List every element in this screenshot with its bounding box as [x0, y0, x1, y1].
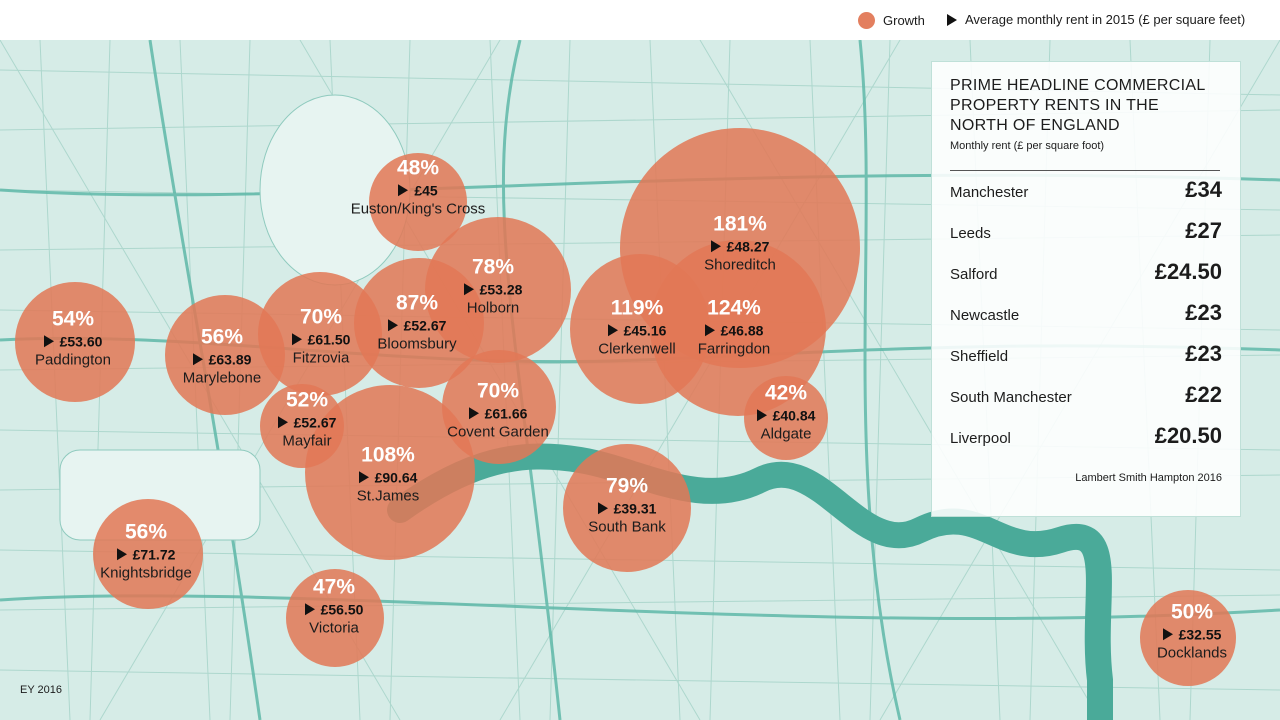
rent-row: Newcastle £23 — [950, 300, 1222, 341]
city-name: South Manchester — [950, 389, 1072, 406]
bubble-st-james — [305, 385, 475, 560]
city-rent: £34 — [1185, 177, 1222, 202]
rent-row: Manchester £34 — [950, 177, 1222, 218]
bubble-south-bank — [563, 444, 691, 572]
panel-subtitle: Monthly rent (£ per square foot) — [950, 140, 1105, 152]
city-name: Manchester — [950, 184, 1029, 201]
bubble-holborn — [425, 217, 571, 363]
legend-growth: Growth — [858, 12, 925, 29]
legend-rent-label: Average monthly rent in 2015 (£ per squa… — [965, 12, 1246, 27]
panel-source: Lambert Smith Hampton 2016 — [1075, 472, 1222, 484]
city-name: Sheffield — [950, 348, 1009, 365]
rent-row: South Manchester £22 — [950, 382, 1222, 423]
city-rent: £24.50 — [1154, 259, 1222, 284]
legend-bar: Growth Average monthly rent in 2015 (£ p… — [0, 0, 1280, 40]
city-name: Leeds — [950, 225, 991, 242]
legend-growth-label: Growth — [883, 13, 925, 28]
city-rent: £23 — [1185, 300, 1222, 325]
bubble-paddington — [15, 282, 135, 402]
rent-row: Salford £24.50 — [950, 259, 1222, 300]
city-name: Newcastle — [950, 307, 1020, 324]
city-rent: £22 — [1185, 382, 1222, 407]
rent-triangle-icon — [947, 13, 957, 26]
city-rent: £23 — [1185, 341, 1222, 366]
panel-divider — [950, 170, 1220, 171]
bubble-aldgate — [744, 376, 828, 460]
city-name: Salford — [950, 266, 998, 283]
rent-row: Leeds £27 — [950, 218, 1222, 259]
bubble-knightsbridge — [93, 499, 203, 609]
city-rent: £27 — [1185, 218, 1222, 243]
growth-dot-icon — [858, 12, 875, 29]
bubble-victoria — [286, 569, 384, 667]
credit-text: EY 2016 — [20, 684, 63, 696]
north-england-rents-panel: PRIME HEADLINE COMMERCIAL PROPERTY RENTS… — [931, 61, 1241, 517]
city-name: Liverpool — [950, 430, 1011, 447]
panel-title: PRIME HEADLINE COMMERCIAL PROPERTY RENTS… — [950, 77, 1205, 134]
rent-row: Liverpool £20.50 — [950, 423, 1222, 464]
legend-rent: Average monthly rent in 2015 (£ per squa… — [947, 12, 1245, 27]
rent-row: Sheffield £23 — [950, 341, 1222, 382]
bubble-docklands — [1140, 590, 1236, 686]
city-rent: £20.50 — [1154, 423, 1222, 448]
